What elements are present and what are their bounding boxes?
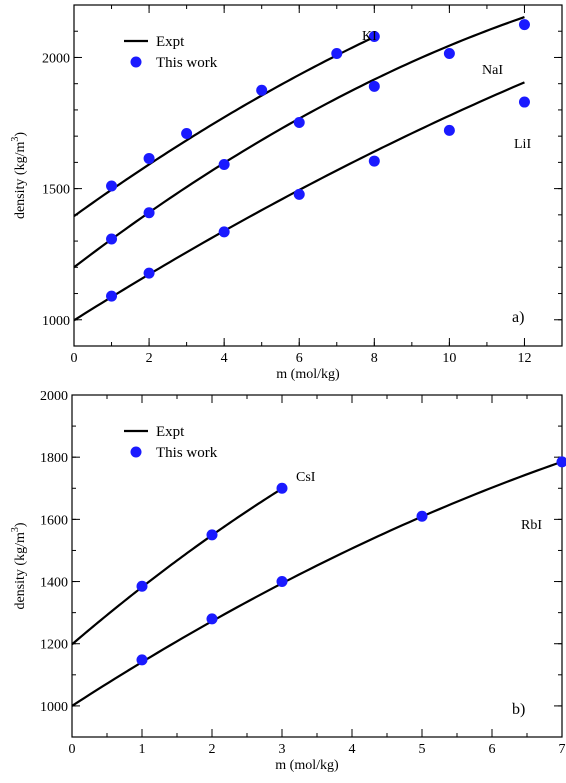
x-tick-label: 0 <box>69 742 76 757</box>
data-point-nai <box>106 233 118 245</box>
data-point-csi <box>276 482 288 494</box>
y-axis-title: density (kg/m3) <box>10 132 28 219</box>
data-point-rbi <box>276 576 288 588</box>
series-label-lii: LiI <box>514 137 531 152</box>
x-tick-label: 6 <box>296 351 303 366</box>
x-tick-label: 1 <box>139 742 146 757</box>
series-label-nai: NaI <box>482 63 503 78</box>
data-point-nai <box>143 207 155 219</box>
x-axis-title: m (mol/kg) <box>276 367 340 382</box>
data-point-lii <box>106 290 118 302</box>
data-point-ki <box>181 128 193 140</box>
y-tick-label: 1800 <box>40 451 68 466</box>
y-tick-label: 1400 <box>40 576 68 591</box>
x-axis-title: m (mol/kg) <box>275 758 339 773</box>
data-point-rbi <box>416 510 428 522</box>
expt-curve-csi <box>71 487 283 646</box>
x-tick-label: 4 <box>221 351 228 366</box>
data-point-lii <box>218 226 230 238</box>
expt-curve-ki <box>73 35 375 218</box>
series-label-ki: KI <box>362 29 377 44</box>
chart-panel-b: 0 1 2 3 4 5 6 7 1000 1200 1400 1600 1800 2000 m (mol/k… <box>10 389 566 773</box>
series-label-rbi: RbI <box>521 518 542 533</box>
data-point-ki <box>256 84 268 96</box>
x-tick-label: 5 <box>419 742 426 757</box>
legend-label-this-work: This work <box>156 445 218 461</box>
data-point-nai <box>518 19 530 31</box>
y-tick-label: 1500 <box>42 183 70 198</box>
data-point-lii <box>518 96 530 108</box>
y-tick-label: 2000 <box>40 389 68 404</box>
x-tick-label: 4 <box>349 742 356 757</box>
data-point-ki <box>106 180 118 192</box>
x-tick-label: 6 <box>489 742 496 757</box>
data-point-rbi <box>556 456 566 468</box>
data-point-ki <box>331 48 343 60</box>
data-point-nai <box>443 48 455 60</box>
data-point-nai <box>293 117 305 129</box>
y-tick-label: 2000 <box>42 51 70 66</box>
y-tick-label: 1600 <box>40 513 68 528</box>
data-point-nai <box>368 80 380 92</box>
data-point-lii <box>368 155 380 167</box>
chart-panel-a: 0 2 4 6 8 10 12 1000 1500 2000 m (mol/kg) density (… <box>10 4 563 382</box>
x-tick-label: 10 <box>442 351 456 366</box>
legend-label-this-work: This work <box>156 55 218 71</box>
x-tick-label: 2 <box>146 351 153 366</box>
legend: Expt This work <box>124 34 218 71</box>
y-tick-label: 1000 <box>42 314 70 329</box>
data-point-ki <box>143 152 155 164</box>
legend-label-expt: Expt <box>156 424 185 440</box>
x-tick-label: 2 <box>209 742 216 757</box>
y-tick-label: 1000 <box>40 700 68 715</box>
plot-frame <box>73 4 563 347</box>
data-point-rbi <box>136 654 148 666</box>
expt-curve-rbi <box>71 460 563 707</box>
x-tick-label: 0 <box>71 351 78 366</box>
y-tick-label: 1200 <box>40 638 68 653</box>
x-tick-label: 8 <box>371 351 378 366</box>
panel-label: a) <box>512 309 524 326</box>
legend-label-expt: Expt <box>156 34 185 50</box>
expt-curve-nai <box>73 16 525 269</box>
x-tick-label: 3 <box>279 742 286 757</box>
data-point-lii <box>143 267 155 279</box>
x-tick-label: 7 <box>559 742 566 757</box>
legend-marker-swatch <box>130 56 142 68</box>
data-point-lii <box>293 188 305 200</box>
data-point-rbi <box>206 613 218 625</box>
legend-marker-swatch <box>130 446 142 458</box>
data-point-csi <box>136 580 148 592</box>
x-tick-label: 12 <box>517 351 531 366</box>
data-point-lii <box>443 124 455 136</box>
data-point-csi <box>206 529 218 541</box>
y-axis-title: density (kg/m3) <box>10 522 28 609</box>
legend: Expt This work <box>124 424 218 461</box>
data-point-nai <box>218 158 230 170</box>
series-label-csi: CsI <box>296 470 316 485</box>
panel-label: b) <box>512 701 525 718</box>
data-point-ki <box>368 30 380 42</box>
